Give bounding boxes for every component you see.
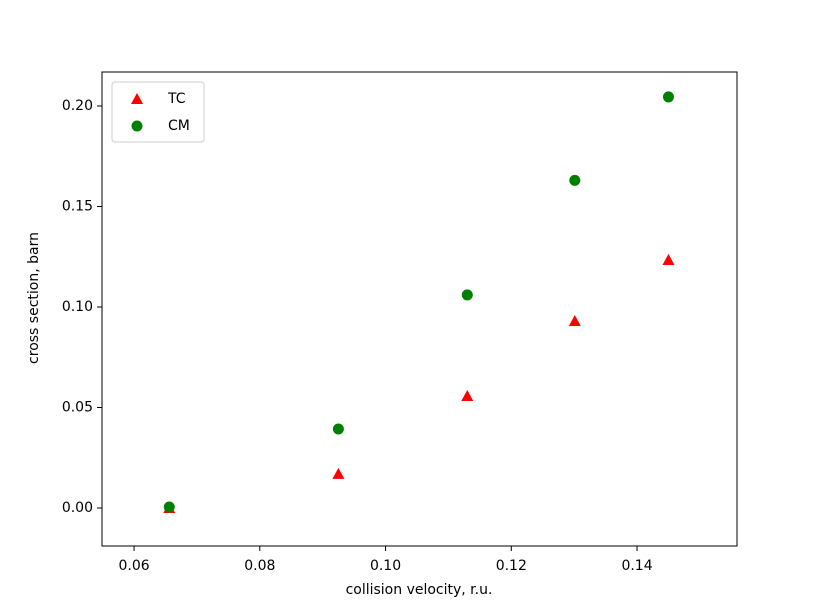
y-axis-label: cross section, barn bbox=[26, 232, 42, 364]
y-tick-label: 0.15 bbox=[62, 198, 93, 214]
legend-label: CM bbox=[168, 118, 190, 134]
y-tick-label: 0.10 bbox=[62, 299, 93, 315]
marker bbox=[568, 315, 581, 327]
plot-frame bbox=[101, 71, 738, 547]
x-axis-label: collision velocity, r.u. bbox=[346, 582, 493, 598]
legend-box bbox=[111, 81, 205, 143]
legend-marker bbox=[131, 93, 143, 104]
marker bbox=[662, 253, 675, 265]
x-tick-label: 0.10 bbox=[370, 558, 401, 574]
y-tick-label: 0.00 bbox=[62, 500, 93, 516]
marker bbox=[461, 390, 474, 402]
legend-marker bbox=[131, 120, 143, 132]
marker bbox=[461, 289, 473, 301]
y-tick-label: 0.20 bbox=[62, 98, 93, 114]
x-tick-label: 0.06 bbox=[118, 558, 149, 574]
marker bbox=[662, 91, 674, 103]
x-tick-label: 0.14 bbox=[621, 558, 652, 574]
marker bbox=[569, 174, 581, 186]
marker bbox=[163, 501, 175, 513]
legend-label: TC bbox=[167, 91, 186, 107]
x-tick-label: 0.08 bbox=[244, 558, 275, 574]
x-tick-label: 0.12 bbox=[496, 558, 527, 574]
y-tick-label: 0.05 bbox=[62, 399, 93, 415]
marker bbox=[332, 423, 344, 435]
marker bbox=[332, 467, 345, 479]
